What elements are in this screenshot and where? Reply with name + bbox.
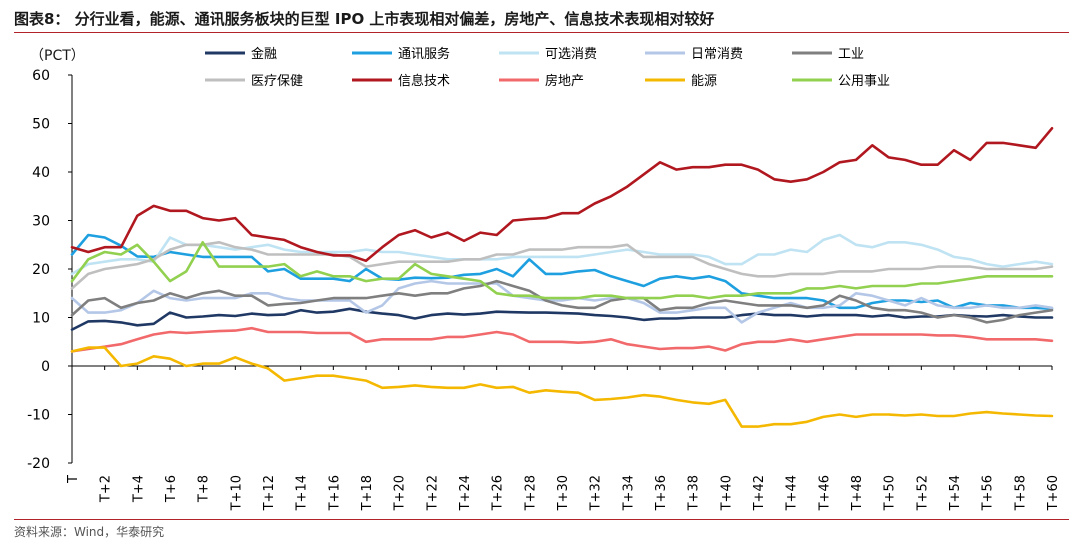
legend-label: 医疗保健 xyxy=(251,74,303,89)
x-tick-label: T+26 xyxy=(491,475,506,511)
x-tick-label: T+56 xyxy=(981,475,996,511)
series-line xyxy=(70,241,1054,290)
x-tick-label: T+48 xyxy=(850,475,865,511)
chart-axes: -20 -10 0 10 20 30 40 50 60 T T+2 T+4 T+6 T+8 T+10 T+12… xyxy=(27,68,1061,511)
y-tick-label: 20 xyxy=(32,262,50,278)
series-line xyxy=(70,233,1054,276)
series-line xyxy=(70,279,1054,324)
y-tick-label: 0 xyxy=(41,359,50,375)
x-tick-label: T+16 xyxy=(327,475,342,511)
y-axis-unit-label: （PCT） xyxy=(30,48,85,64)
series-line xyxy=(70,307,1054,331)
x-tick-label: T+22 xyxy=(425,475,440,511)
series-line xyxy=(70,127,1054,263)
x-tick-label: T+28 xyxy=(523,475,538,511)
y-tick-label: 30 xyxy=(32,214,50,230)
x-tick-label: T+38 xyxy=(687,475,702,511)
series-line xyxy=(70,346,1054,428)
x-tick-label: T+36 xyxy=(654,475,669,511)
legend-label: 房地产 xyxy=(545,73,584,89)
y-tick-label: -20 xyxy=(27,456,50,472)
x-tick-label: T+30 xyxy=(556,475,571,511)
x-tick-label: T+4 xyxy=(131,475,146,503)
footer-divider xyxy=(14,519,1069,520)
x-tick-label: T+50 xyxy=(883,475,898,511)
chart-series-lines xyxy=(70,127,1054,428)
x-tick-label: T+34 xyxy=(621,475,636,511)
x-tick-label: T+32 xyxy=(589,475,604,511)
series-line xyxy=(70,279,1054,324)
x-tick-label: T+8 xyxy=(197,475,212,503)
x-tick-label: T+60 xyxy=(1046,475,1061,511)
x-tick-label: T+24 xyxy=(458,475,473,511)
source-note: 资料来源：Wind，华泰研究 xyxy=(14,525,165,539)
series-line xyxy=(70,241,1054,300)
x-tick-label: T+20 xyxy=(393,475,408,511)
chart-title: 图表8： 分行业看，能源、通讯服务板块的巨型 IPO 上市表现相对偏差，房地产、… xyxy=(14,10,715,28)
y-tick-label: -10 xyxy=(27,408,50,424)
x-tick-label: T+18 xyxy=(360,475,375,511)
x-tick-label: T xyxy=(66,475,81,484)
legend-label: 公用事业 xyxy=(838,74,890,89)
x-tick-label: T+12 xyxy=(262,475,277,511)
x-tick-label: T+44 xyxy=(785,475,800,511)
y-tick-label: 10 xyxy=(32,311,50,327)
x-tick-label: T+58 xyxy=(1013,475,1028,511)
y-tick-label: 40 xyxy=(32,165,50,181)
series-line xyxy=(70,326,1054,353)
legend-label: 通讯服务 xyxy=(398,46,450,62)
legend-label: 金融 xyxy=(251,46,277,62)
legend-label: 工业 xyxy=(838,47,864,62)
x-tick-label: T+54 xyxy=(948,475,963,511)
y-tick-label: 60 xyxy=(32,68,50,84)
legend-label: 能源 xyxy=(691,74,717,89)
x-tick-label: T+14 xyxy=(295,475,310,511)
x-tick-label: T+2 xyxy=(99,475,114,503)
legend-label: 日常消费 xyxy=(691,47,743,62)
x-tick-label: T+46 xyxy=(817,475,832,511)
x-tick-label: T+42 xyxy=(752,475,767,511)
legend-label: 信息技术 xyxy=(398,73,450,89)
y-tick-label: 50 xyxy=(32,117,50,133)
x-tick-label: T+52 xyxy=(915,475,930,511)
x-tick-label: T+40 xyxy=(719,475,734,511)
title-divider xyxy=(14,32,1069,33)
legend-label: 可选消费 xyxy=(545,47,597,62)
x-tick-label: T+10 xyxy=(229,475,244,511)
x-tick-label: T+6 xyxy=(164,475,179,503)
